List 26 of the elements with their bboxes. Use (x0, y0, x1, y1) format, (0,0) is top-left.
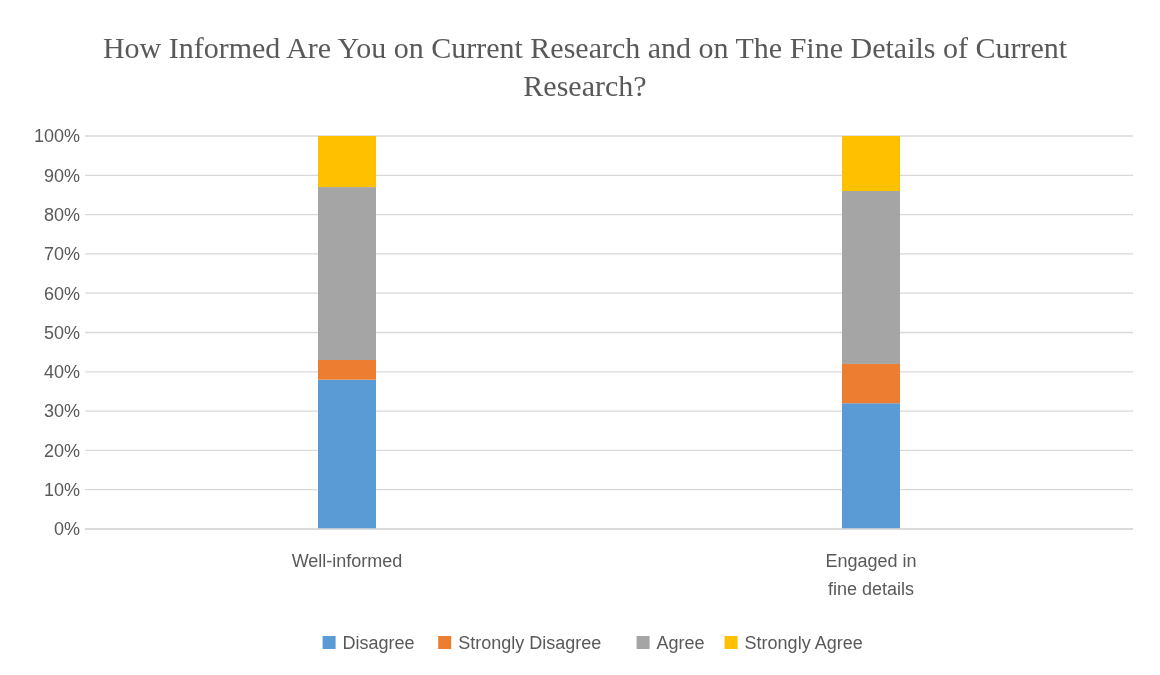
y-tick-label: 40% (43, 362, 80, 383)
bar (842, 136, 900, 192)
chart-title: How Informed Are You on Current Research and on The Fine Details of Current Research? (102, 31, 1068, 102)
y-tick-label: 20% (43, 440, 80, 461)
y-tick-label: 30% (43, 401, 80, 422)
y-tick-label: 90% (43, 165, 80, 186)
x-tick-label: Well-informed (291, 551, 403, 571)
y-tick-label: 60% (43, 283, 80, 304)
y-tick-label: 70% (43, 244, 80, 265)
bar (318, 187, 376, 361)
bar (842, 363, 900, 404)
legend-label: Strongly Agree (744, 633, 863, 654)
bar (842, 403, 900, 529)
bar (318, 379, 376, 529)
y-tick-label: 10% (43, 480, 80, 500)
y-tick-label: 100% (33, 126, 80, 147)
x-tick-label: Engaged in fine details (825, 551, 917, 599)
bar (318, 136, 376, 188)
bar (842, 191, 900, 364)
legend-label: Disagree (342, 633, 415, 654)
y-tick-label: 50% (43, 322, 80, 343)
bar (318, 360, 376, 380)
y-tick-label: 0% (53, 519, 80, 540)
legend-label: Agree (656, 633, 705, 654)
y-tick-label: 80% (43, 204, 80, 225)
legend-label: Strongly Disagree (458, 633, 602, 654)
